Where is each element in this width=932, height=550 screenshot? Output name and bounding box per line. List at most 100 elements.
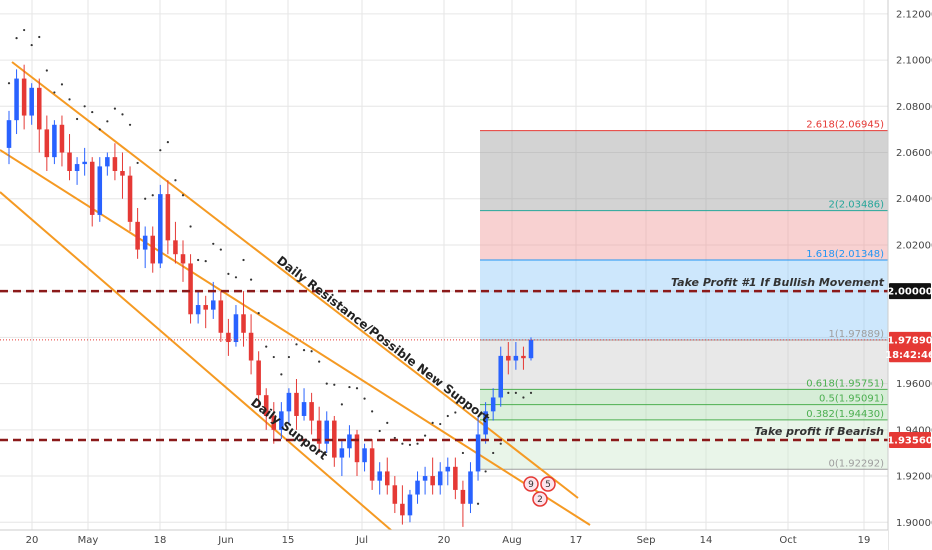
x-tick-label: Jul bbox=[355, 535, 368, 546]
sar-dot bbox=[476, 502, 480, 505]
candle bbox=[528, 337, 534, 361]
price-badge-text: 18:42:46 bbox=[885, 350, 932, 361]
candle-body bbox=[59, 124, 65, 153]
candle bbox=[521, 346, 526, 370]
sar-dot bbox=[227, 272, 230, 275]
channel-label-resistance: Daily Resistance/Possible New Support bbox=[274, 253, 492, 425]
sar-dot bbox=[45, 69, 48, 72]
sar-dot bbox=[401, 442, 404, 445]
candle-body bbox=[89, 161, 95, 215]
candle-body bbox=[127, 175, 133, 222]
candle-body bbox=[112, 157, 118, 172]
y-tick-label: 2.08000 bbox=[896, 102, 932, 113]
candle bbox=[369, 439, 375, 490]
sar-dot bbox=[295, 343, 298, 346]
candle bbox=[105, 152, 110, 176]
x-tick-label: 17 bbox=[570, 535, 583, 546]
event-marker[interactable]: 5 bbox=[540, 476, 556, 492]
candle bbox=[120, 152, 125, 199]
candle bbox=[468, 462, 473, 514]
candle-body bbox=[384, 471, 390, 486]
price-badge-text: 1.97890 bbox=[887, 335, 932, 346]
sar-dot bbox=[461, 451, 465, 455]
sar-dot bbox=[371, 410, 374, 413]
candle-body bbox=[369, 448, 375, 481]
candle bbox=[173, 221, 178, 264]
fib-zone bbox=[480, 419, 888, 470]
candle-body bbox=[347, 434, 352, 449]
sar-dot bbox=[7, 82, 11, 85]
candle-body bbox=[513, 355, 519, 361]
candle bbox=[460, 480, 466, 527]
candle-body bbox=[203, 305, 208, 310]
candle bbox=[437, 462, 443, 495]
candle-body bbox=[188, 263, 193, 315]
x-tick-label: Oct bbox=[779, 535, 796, 546]
sar-dot bbox=[507, 391, 510, 394]
candle bbox=[158, 184, 163, 269]
sar-dot bbox=[83, 105, 86, 108]
sar-dot bbox=[151, 194, 154, 197]
candle bbox=[52, 120, 57, 165]
candle bbox=[127, 166, 133, 232]
candle-body bbox=[218, 300, 224, 333]
x-tick-label: Jun bbox=[217, 535, 234, 546]
candle-body bbox=[6, 120, 12, 148]
candle bbox=[453, 457, 458, 500]
candle-body bbox=[392, 485, 398, 504]
event-marker[interactable]: 2 bbox=[532, 491, 548, 507]
candle bbox=[377, 462, 382, 495]
candle-body bbox=[142, 235, 148, 250]
x-tick-label: 18 bbox=[154, 535, 167, 546]
price-badge-layer: 2.00000 1.97890 18:42:46 1.93560 bbox=[885, 283, 932, 448]
sar-dot bbox=[189, 225, 192, 228]
candle-body bbox=[279, 411, 284, 430]
candle-body bbox=[263, 395, 269, 416]
candle-body bbox=[67, 152, 72, 172]
sar-dot bbox=[121, 113, 124, 116]
candle-body bbox=[483, 411, 488, 435]
candle-body bbox=[195, 305, 201, 315]
candle bbox=[384, 457, 390, 495]
candle-body bbox=[52, 124, 57, 158]
sar-dot bbox=[439, 422, 442, 426]
candle-body bbox=[498, 355, 504, 398]
channel-lower-line bbox=[0, 191, 415, 550]
candle bbox=[475, 415, 481, 481]
candle bbox=[316, 406, 322, 453]
candle-body bbox=[150, 235, 156, 264]
candle bbox=[407, 489, 413, 523]
channel-upper-line bbox=[11, 61, 463, 409]
event-marker[interactable]: 9 bbox=[523, 476, 539, 492]
candle bbox=[483, 402, 488, 444]
sar-dot bbox=[280, 373, 283, 376]
candle bbox=[150, 226, 156, 273]
sar-dot bbox=[514, 391, 517, 394]
sar-dot bbox=[181, 194, 185, 197]
candle bbox=[203, 295, 208, 329]
y-tick-label: 1.92000 bbox=[896, 472, 932, 483]
candle bbox=[112, 143, 118, 181]
sar-dot bbox=[431, 421, 434, 424]
price-badge-bg bbox=[889, 432, 931, 448]
y-tick-label: 1.90000 bbox=[896, 518, 932, 529]
candle-body bbox=[82, 161, 87, 165]
candle-body bbox=[226, 332, 231, 343]
candle-body bbox=[339, 448, 345, 458]
candle bbox=[97, 157, 103, 222]
candle bbox=[6, 110, 12, 165]
candle bbox=[490, 388, 496, 421]
sar-dot bbox=[492, 451, 495, 455]
label-layer: Daily Resistance/Possible New Support Da… bbox=[248, 253, 492, 463]
event-marker-layer[interactable]: 9 5 2 bbox=[523, 476, 556, 507]
channel-extension-line bbox=[461, 407, 579, 499]
y-tick-label: 2.06000 bbox=[896, 148, 932, 159]
event-marker-label: 2 bbox=[537, 495, 543, 505]
y-tick-label: 1.96000 bbox=[896, 379, 932, 390]
candle bbox=[445, 457, 451, 486]
x-tick-label: 20 bbox=[26, 535, 39, 546]
sar-dot bbox=[363, 397, 366, 400]
candle bbox=[36, 78, 42, 153]
